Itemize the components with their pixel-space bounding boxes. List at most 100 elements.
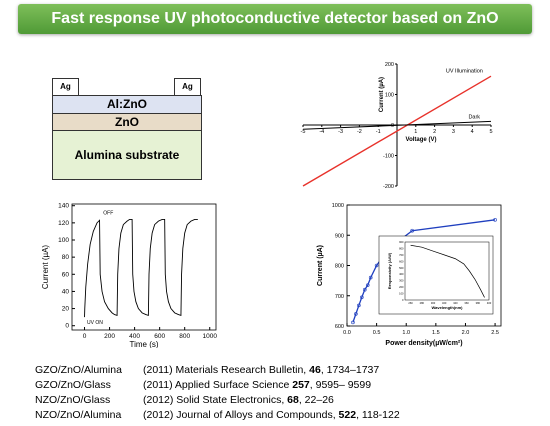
- x-tick-label: -5: [301, 129, 306, 135]
- y-axis-title: Current (µA): [41, 245, 50, 290]
- annotation-off: OFF: [103, 210, 113, 216]
- citation-pages: , 9595– 9599: [309, 379, 372, 391]
- x-tick-label: 1.0: [402, 330, 410, 336]
- reference-citation: (2011) Materials Research Bulletin, 46, …: [143, 363, 379, 378]
- dark-line: [302, 120, 492, 130]
- plot-frame: [71, 203, 217, 331]
- annotation-uv-on: UV ON: [87, 320, 103, 326]
- inset-frame: [404, 241, 490, 301]
- data-point: [360, 295, 364, 300]
- inset-x-tick-label: 300: [431, 301, 436, 305]
- y-tick-label: 700: [335, 294, 344, 300]
- citation-volume: 68: [287, 394, 299, 406]
- y-tick-label: -200: [383, 184, 394, 190]
- y-tick-label: 200: [385, 62, 394, 68]
- y-tick-label: 600: [335, 324, 344, 330]
- zno-layer: ZnO: [52, 113, 202, 131]
- data-point: [365, 283, 370, 287]
- data-point: [362, 287, 367, 292]
- y-tick-label: 1000: [332, 203, 344, 209]
- y-tick-label: 100: [385, 93, 394, 99]
- citation-volume: 46: [309, 364, 321, 376]
- inset-y-tick-label: 400: [399, 272, 404, 276]
- y-tick-label: 0: [391, 123, 394, 129]
- responsivity-line: [410, 244, 485, 298]
- inset-y-tick-label: 0: [402, 298, 404, 302]
- inset-y-axis-title: Responsivity (A/W): [387, 252, 392, 289]
- x-tick-label: 200: [104, 333, 115, 340]
- citation-text: (2012) Solid State Electronics,: [143, 394, 288, 406]
- time-response-chart: 0 200 400 600 800 1000 0 20 40 60 80 100 120 140 Time …: [41, 203, 218, 348]
- x-tick-label: -2: [357, 129, 362, 135]
- slide-title-banner: Fast response UV photoconductive detecto…: [18, 4, 532, 34]
- inset-y-tick-label: 300: [399, 279, 404, 283]
- iv-curve-chart: -5 -4 -3 -2 -1 1 2 3 4 5 -200 -100 0 100 200 Voltage (V…: [301, 62, 493, 190]
- citation-volume: 522: [338, 409, 357, 421]
- photoresponse-line: [84, 218, 198, 318]
- x-tick-label: 5: [489, 129, 492, 135]
- inset-y-tick-label: 200: [399, 285, 404, 289]
- x-tick-label: 0.5: [373, 330, 381, 336]
- x-tick-label: 4: [471, 129, 474, 135]
- data-point: [351, 320, 355, 325]
- uv-illumination-line: [302, 75, 492, 187]
- inset-x-axis-title: Wavelength(nm): [432, 305, 464, 310]
- y-tick-label: 20: [62, 306, 70, 313]
- inset-x-tick-label: 380: [476, 301, 481, 305]
- y-tick-label: 80: [62, 254, 70, 261]
- inset-x-tick-label: 400: [487, 301, 492, 305]
- slide-title: Fast response UV photoconductive detecto…: [51, 10, 499, 27]
- ag-electrode-left: Ag: [52, 78, 79, 96]
- data-point: [410, 228, 414, 233]
- x-tick-label: 2: [433, 129, 436, 135]
- reference-citation: (2011) Applied Surface Science 257, 9595…: [143, 378, 371, 393]
- x-tick-label: 3: [452, 129, 455, 135]
- inset-y-tick-label: 700: [399, 253, 404, 257]
- inset-x-tick-label: 260: [408, 301, 413, 305]
- x-tick-label: 1000: [203, 333, 218, 340]
- alumina-substrate-layer: Alumina substrate: [52, 130, 202, 180]
- inset-x-tick-label: 340: [453, 301, 458, 305]
- al-zno-layer: Al:ZnO: [52, 95, 202, 114]
- y-tick-label: 40: [62, 288, 70, 295]
- x-tick-label: -1: [376, 129, 381, 135]
- y-tick-label: 0: [65, 323, 69, 330]
- data-point: [354, 312, 358, 316]
- data-point: [368, 275, 373, 280]
- reference-citation: (2012) Solid State Electronics, 68, 22–2…: [143, 393, 334, 408]
- x-tick-label: 0.0: [343, 330, 351, 336]
- y-tick-label: 100: [58, 237, 69, 244]
- x-tick-label: -4: [319, 129, 324, 135]
- x-tick-label: 600: [154, 333, 165, 340]
- x-tick-label: 800: [179, 333, 190, 340]
- citation-text: (2011) Materials Research Bulletin,: [143, 364, 310, 376]
- inset-y-tick-label: 600: [399, 259, 404, 263]
- reference-citation: (2012) Journal of Alloys and Compounds, …: [143, 408, 400, 423]
- x-axis-title: Voltage (V): [406, 137, 437, 143]
- citation-pages: , 22–26: [298, 394, 334, 406]
- x-tick-label: 1.5: [432, 330, 440, 336]
- inset-y-tick-label: 900: [399, 240, 404, 244]
- x-tick-label: 0: [83, 333, 87, 340]
- reference-material: NZO/ZnO/Glass: [35, 394, 111, 406]
- x-tick-label: 2.5: [491, 330, 499, 336]
- x-tick-label: -3: [338, 129, 343, 135]
- series-label-uv: UV Illumination: [446, 69, 483, 75]
- citation-text: (2012) Journal of Alloys and Compounds,: [143, 409, 339, 421]
- series-label-dark: Dark: [468, 114, 480, 120]
- y-tick-label: 900: [335, 233, 344, 239]
- x-tick-label: 1: [414, 129, 417, 135]
- inset-box: [378, 235, 494, 315]
- y-tick-label: 120: [58, 220, 69, 227]
- data-point: [374, 263, 379, 268]
- inset-x-tick-label: 360: [464, 301, 469, 305]
- y-tick-label: 60: [62, 271, 70, 278]
- y-tick-label: -100: [383, 154, 394, 160]
- x-axis-title: Time (s): [129, 340, 158, 348]
- inset-y-tick-label: 800: [399, 246, 404, 250]
- citation-volume: 257: [292, 379, 310, 391]
- y-axis-title: Current (µA): [379, 77, 385, 112]
- reference-material: GZO/ZnO/Alumina: [35, 364, 122, 376]
- citation-pages: , 118-122: [356, 409, 400, 421]
- reference-material: NZO/ZnO/Alumina: [35, 409, 122, 421]
